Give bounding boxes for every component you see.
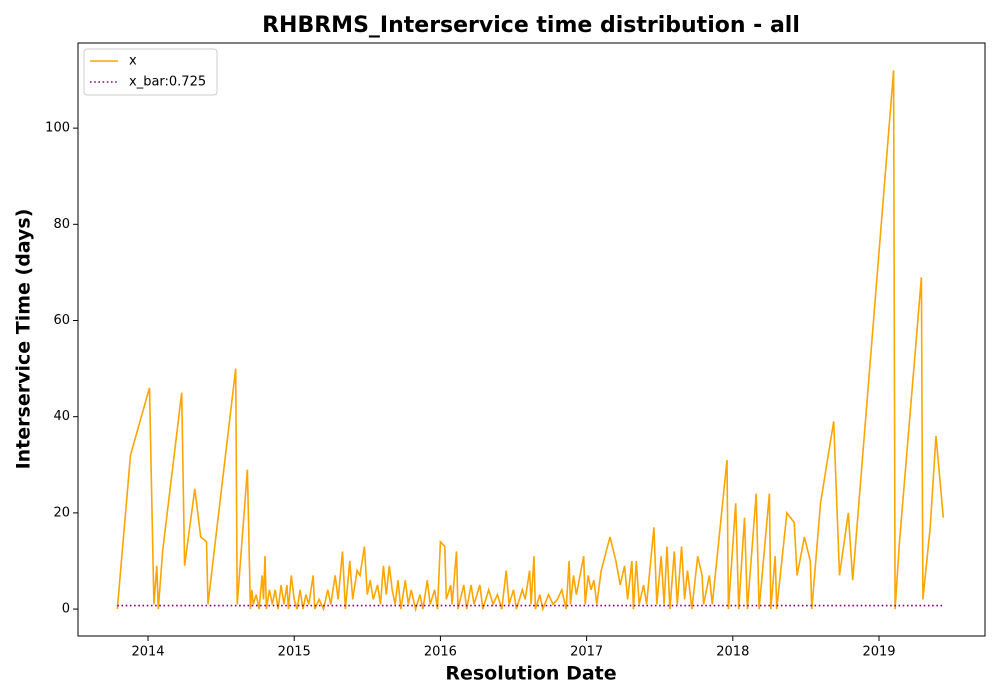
y-tick-label: 80 [53,217,70,232]
y-tick-label: 100 [45,121,70,136]
y-tick-label: 40 [53,409,70,424]
x-axis-label: Resolution Date [445,663,616,685]
x-tick-label: 2016 [424,645,457,660]
series-line [116,70,945,613]
x-tick-label: 2015 [278,645,311,660]
y-tick-label: 0 [62,602,70,617]
legend-label: x [129,54,137,69]
legend-label: x_bar:0.725 [129,75,206,90]
y-tick-label: 60 [53,313,70,328]
legend: x x_bar:0.725 [83,48,218,96]
y-axis-label: Interservice Time (days) [13,209,35,470]
plot-frame [77,42,986,637]
x-tick-label: 2018 [716,645,749,660]
x-tick-label: 2019 [862,645,895,660]
y-tick-label: 20 [53,505,70,520]
x-tick-label: 2017 [570,645,603,660]
chart-title: RHBRMS_Interservice time distribution - … [262,13,800,38]
x-tick-label: 2014 [131,645,164,660]
